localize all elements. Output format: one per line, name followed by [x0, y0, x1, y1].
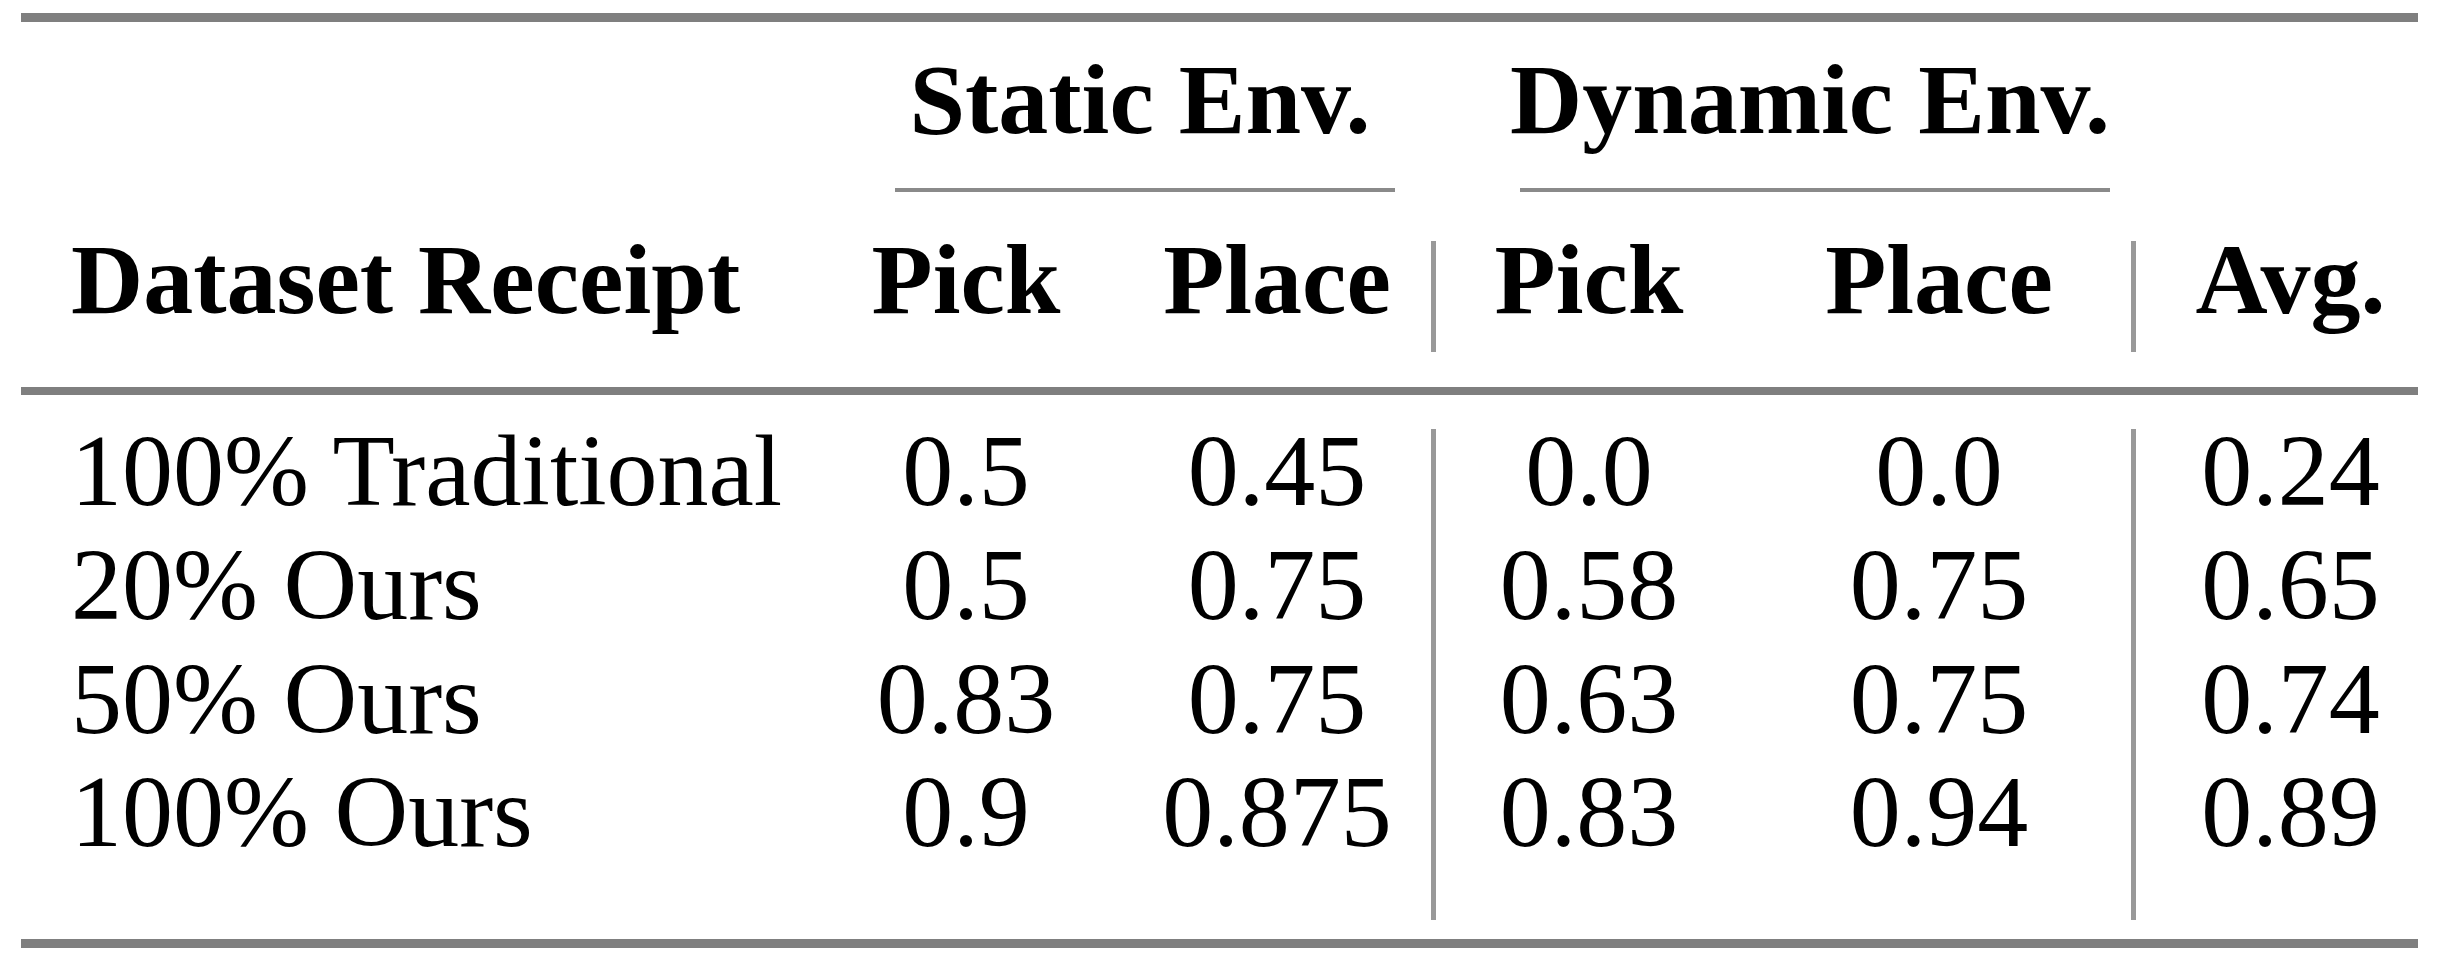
- group-header-dynamic-env: Dynamic Env.: [1460, 50, 2160, 150]
- column-separator: [1431, 241, 1436, 352]
- table-row: 20% Ours 0.5 0.75 0.58 0.75 0.65: [21, 534, 2418, 636]
- table-cell: 0.5: [811, 534, 1121, 636]
- table-cell: 0.75: [1745, 648, 2133, 750]
- column-header-static-pick: Pick: [811, 230, 1121, 330]
- table-cell: 0.89: [2133, 761, 2418, 863]
- table-cell: 0.875: [1121, 761, 1433, 863]
- table-cell: 0.45: [1121, 420, 1433, 522]
- table-cell: 0.75: [1745, 534, 2133, 636]
- table-cell: 0.9: [811, 761, 1121, 863]
- table-cell: 0.24: [2133, 420, 2418, 522]
- header-separator-rule: [21, 387, 2418, 395]
- results-table: Static Env. Dynamic Env. Dataset Receipt…: [0, 0, 2440, 966]
- column-header-dynamic-pick: Pick: [1433, 230, 1745, 330]
- table-cell: 0.0: [1745, 420, 2133, 522]
- table-cell: 0.5: [811, 420, 1121, 522]
- column-header-static-place: Place: [1121, 230, 1433, 330]
- table-cell: 0.58: [1433, 534, 1745, 636]
- table-row: 50% Ours 0.83 0.75 0.63 0.75 0.74: [21, 648, 2418, 750]
- table-cell: 0.94: [1745, 761, 2133, 863]
- table-cell: 0.75: [1121, 648, 1433, 750]
- column-header-dataset-receipt: Dataset Receipt: [21, 230, 811, 330]
- table-cell: 0.83: [811, 648, 1121, 750]
- dynamic-env-underline: [1520, 188, 2110, 192]
- table-cell: 0.83: [1433, 761, 1745, 863]
- column-header-row: Dataset Receipt Pick Place Pick Place Av…: [21, 230, 2418, 330]
- table-cell: 0.65: [2133, 534, 2418, 636]
- table-cell: 0.63: [1433, 648, 1745, 750]
- top-rule: [21, 13, 2418, 22]
- column-separator: [2131, 241, 2136, 352]
- row-label: 100% Ours: [21, 761, 811, 863]
- table-cell: 0.75: [1121, 534, 1433, 636]
- table-row: 100% Traditional 0.5 0.45 0.0 0.0 0.24: [21, 420, 2418, 522]
- table-row: 100% Ours 0.9 0.875 0.83 0.94 0.89: [21, 761, 2418, 863]
- row-label: 50% Ours: [21, 648, 811, 750]
- table-cell: 0.0: [1433, 420, 1745, 522]
- column-header-avg: Avg.: [2133, 230, 2418, 330]
- table-cell: 0.74: [2133, 648, 2418, 750]
- row-label: 100% Traditional: [21, 420, 811, 522]
- static-env-underline: [895, 188, 1395, 192]
- bottom-rule: [21, 939, 2418, 948]
- column-header-dynamic-place: Place: [1745, 230, 2133, 330]
- group-header-static-env: Static Env.: [790, 50, 1490, 150]
- row-label: 20% Ours: [21, 534, 811, 636]
